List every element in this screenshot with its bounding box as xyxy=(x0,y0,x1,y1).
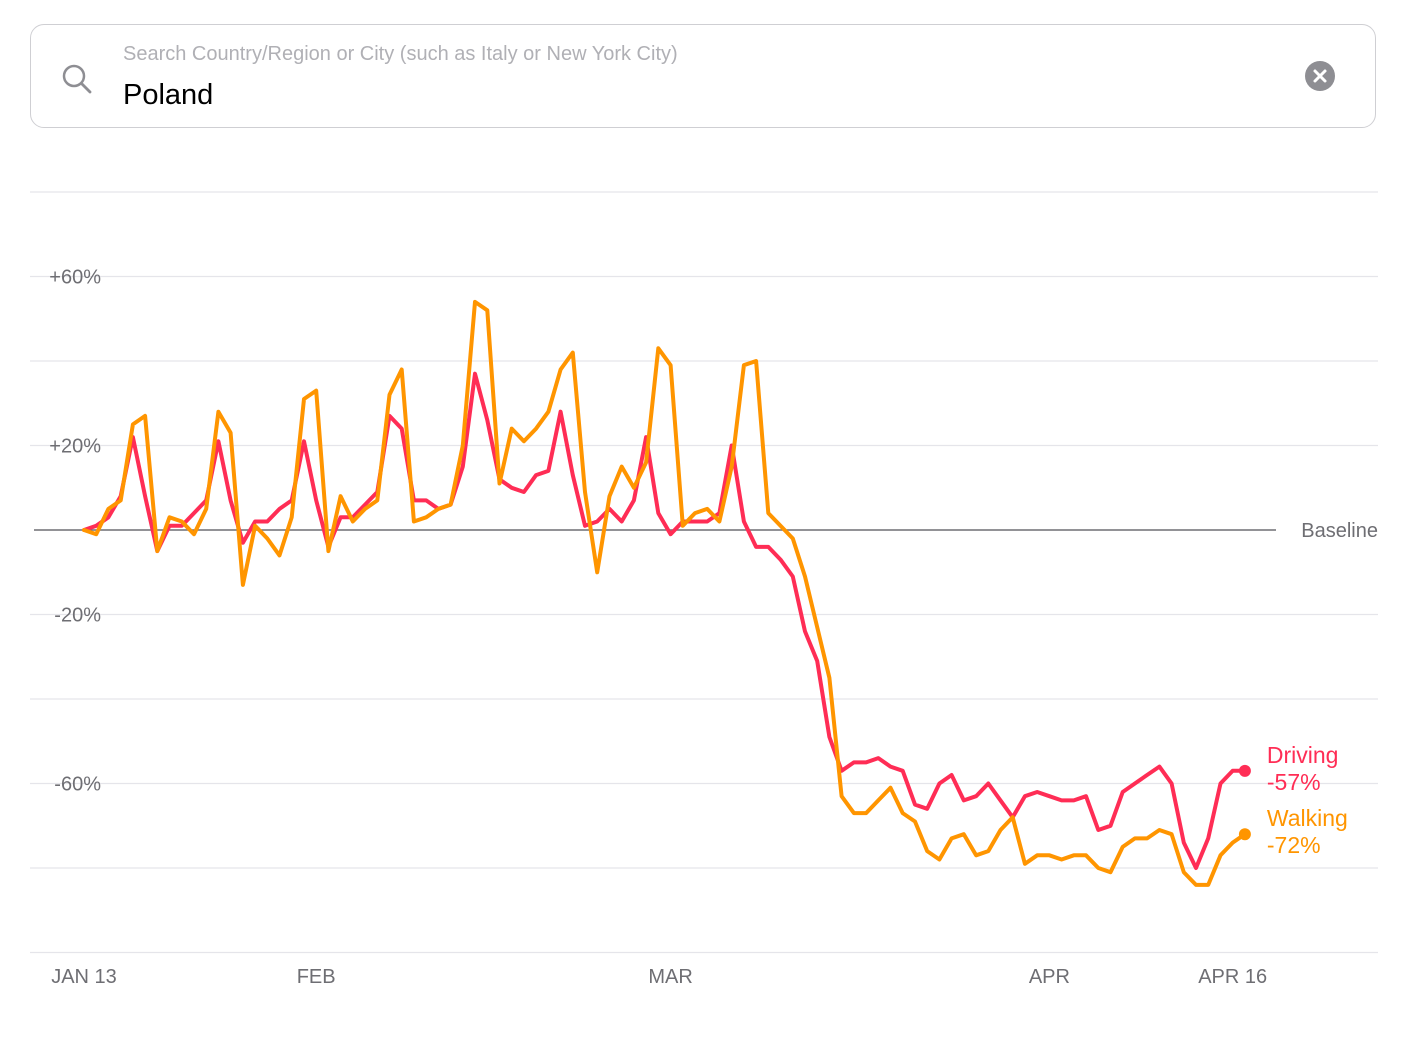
series-line-walking xyxy=(82,299,1247,887)
y-tick-label: -60% xyxy=(54,774,101,796)
series-endpoint-driving xyxy=(1238,764,1251,777)
series-name-label: Driving xyxy=(1267,742,1339,768)
x-tick-label: APR xyxy=(1029,966,1070,988)
search-field[interactable]: Search Country/Region or City (such as I… xyxy=(30,24,1376,128)
series-line-driving xyxy=(82,371,1247,870)
clear-search-button[interactable] xyxy=(1305,61,1335,91)
search-icon xyxy=(62,64,92,94)
x-tick-label: MAR xyxy=(648,966,692,988)
x-tick-label: JAN 13 xyxy=(51,966,117,988)
search-input[interactable]: Poland xyxy=(123,79,214,111)
clear-circle-icon xyxy=(1313,69,1327,83)
x-tick-label: APR 16 xyxy=(1198,966,1267,988)
x-tick-label: FEB xyxy=(297,966,336,988)
baseline-label: Baseline xyxy=(1301,520,1378,542)
series-name-label: Walking xyxy=(1267,805,1348,831)
series-value-label: -72% xyxy=(1267,832,1321,858)
y-tick-label: -20% xyxy=(54,605,101,627)
y-tick-label: +60% xyxy=(49,267,101,289)
series-endpoint-walking xyxy=(1238,828,1251,841)
series-value-label: -57% xyxy=(1267,769,1321,795)
y-tick-label: +20% xyxy=(49,436,101,458)
search-placeholder: Search Country/Region or City (such as I… xyxy=(123,43,678,65)
